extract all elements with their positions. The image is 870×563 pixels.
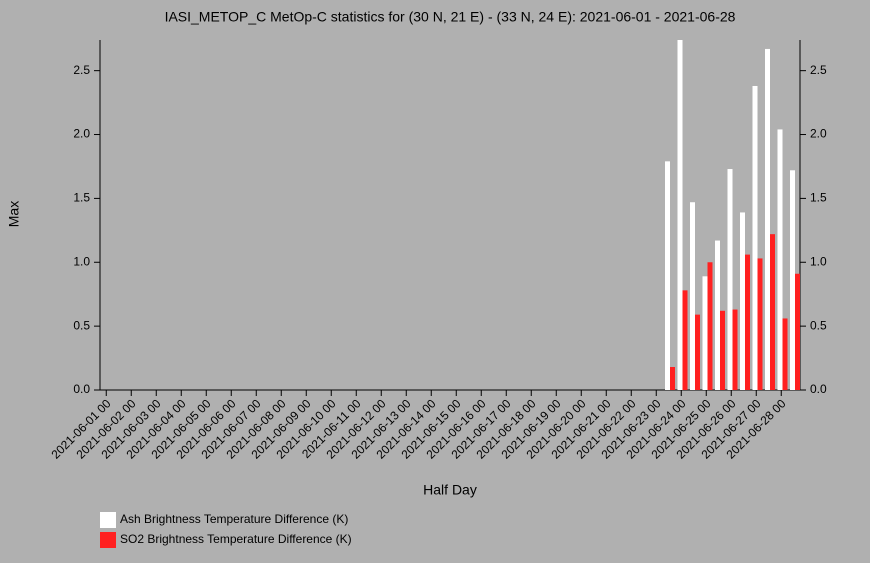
bar — [670, 367, 675, 390]
y-tick-label: 2.0 — [73, 127, 90, 141]
bar — [745, 254, 750, 390]
bar — [715, 240, 720, 390]
bar — [770, 234, 775, 390]
y-tick-label: 0.0 — [73, 382, 90, 396]
y2-tick-label: 0.0 — [810, 382, 827, 396]
bar — [795, 273, 800, 390]
y-axis-label: Max — [6, 201, 22, 227]
bar — [757, 258, 763, 390]
bar — [765, 48, 770, 391]
legend-swatch — [100, 532, 116, 548]
x-axis-label: Half Day — [423, 482, 477, 498]
bar — [727, 169, 733, 390]
y2-tick-label: 2.5 — [810, 63, 827, 77]
bar — [695, 314, 700, 390]
legend-label: SO2 Brightness Temperature Difference (K… — [120, 532, 352, 546]
bar — [702, 276, 708, 390]
bar — [782, 318, 788, 390]
y-tick-label: 2.5 — [73, 63, 90, 77]
y2-tick-label: 2.0 — [810, 127, 827, 141]
bar — [707, 262, 713, 390]
y-tick-label: 0.5 — [73, 318, 90, 332]
bar — [677, 40, 683, 390]
bar — [740, 212, 745, 390]
bar — [790, 170, 795, 390]
bar — [720, 310, 725, 390]
y2-tick-label: 0.5 — [810, 318, 827, 332]
y-tick-label: 1.0 — [73, 254, 90, 268]
bar — [682, 290, 688, 390]
bar — [752, 85, 758, 390]
legend-label: Ash Brightness Temperature Difference (K… — [120, 512, 348, 526]
bar — [665, 161, 670, 390]
bar — [732, 309, 738, 390]
chart-title: IASI_METOP_C MetOp-C statistics for (30 … — [165, 9, 736, 25]
y2-tick-label: 1.5 — [810, 191, 827, 205]
bar — [690, 202, 695, 390]
legend-swatch — [100, 512, 116, 528]
y-tick-label: 1.5 — [73, 191, 90, 205]
y2-tick-label: 1.0 — [810, 254, 827, 268]
bar — [777, 129, 783, 390]
